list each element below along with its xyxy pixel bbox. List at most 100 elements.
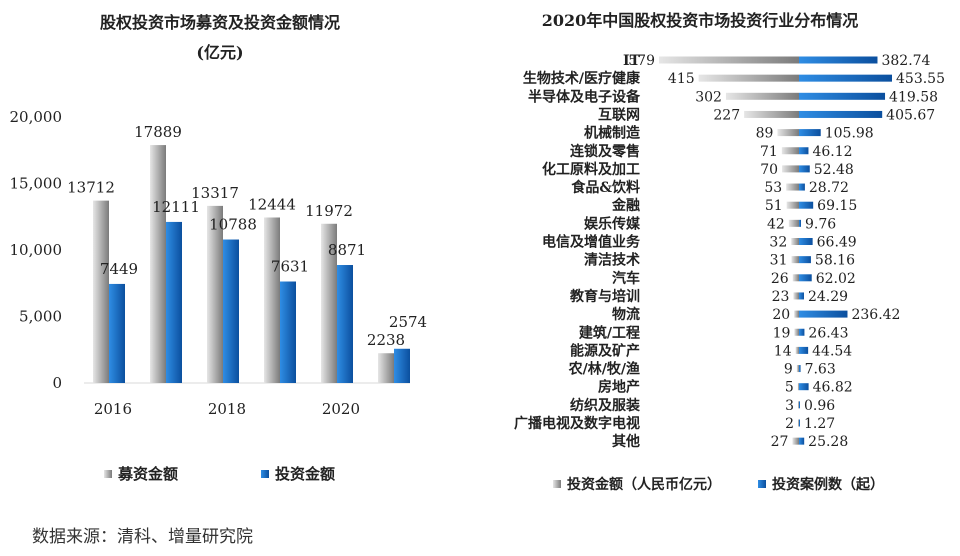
industry-distribution-chart: 2020年中国股权投资市场投资行业分布情况 IT 579 382.74 生物技术/医疗… [440,0,960,520]
data-label-cases: 58.16 [815,253,855,269]
left-chart-title: 股权投资市场募资及投资金额情况 (亿元) [0,8,440,68]
bar-amount [793,292,799,300]
bar-amount [796,365,799,373]
left-chart-svg: 0 5,000 10,000 15,000 20,000 13712 7449 17889 12… [10,108,428,483]
bar-cases [799,401,800,409]
data-label-investment: 7631 [271,258,309,276]
category-label: 房地产 [598,379,640,396]
data-label-investment: 12111 [152,198,200,216]
data-label-cases: 24.29 [808,289,848,305]
bar-cases [799,165,810,173]
bar-investment [223,239,239,383]
category-label: 半导体及电子设备 [528,88,641,105]
right-chart-title: 2020年中国股权投资市场投资行业分布情况 [541,11,859,30]
legend-swatch-cases [758,480,766,488]
data-label-investment: 8871 [328,241,366,259]
category-label: 能源及矿产 [570,342,640,359]
bar-fundraising [207,205,223,383]
bar-cases [799,256,811,264]
bar-amount [794,310,799,318]
bar-fundraising [321,223,337,383]
category-label: 其他 [612,433,640,450]
bar-cases [799,56,878,64]
bar-amount [744,110,799,118]
legend-swatch-investment [261,470,269,478]
y-tick-label: 20,000 [10,108,63,126]
x-tick-label: 2020 [322,400,360,418]
bar-cases [799,183,805,191]
left-title-line1: 股权投资市场募资及投资金额情况 [99,13,340,32]
category-label: 互联网 [598,107,640,123]
bar-cases [799,74,892,82]
category-label: 建筑/工程 [579,324,640,341]
bar-cases [799,383,809,391]
data-label-amount: 53 [764,180,782,196]
data-label-amount: 415 [668,71,695,87]
category-label: 金融 [611,197,640,214]
category-label: 纺织及服装 [570,397,641,414]
bar-amount [791,238,799,245]
data-label-cases: 7.63 [805,362,836,378]
data-label-amount: 19 [773,325,791,341]
data-label-amount: 42 [767,216,785,232]
bar-amount [781,147,799,155]
legend-label-fundraising: 募资金额 [117,465,178,483]
data-label-cases: 25.28 [808,434,848,450]
data-label-cases: 105.98 [825,126,874,142]
bar-cases [799,274,812,282]
bar-cases [799,238,813,245]
bar-amount [798,419,799,427]
data-label-amount: 579 [628,53,655,69]
category-label: 食品&饮料 [571,179,640,196]
data-label-amount: 14 [774,343,792,359]
data-label-investment: 2574 [389,313,427,331]
data-label-fundraising: 11972 [305,202,353,220]
bar-investment [394,348,410,383]
bar-cases [799,129,821,137]
bar-cases [799,328,805,336]
data-label-cases: 52.48 [814,162,854,178]
category-label: IT [623,53,641,69]
bar-amount [794,328,799,336]
data-label-cases: 419.58 [889,89,938,105]
data-label-investment: 7449 [100,260,138,278]
bar-amount [659,56,799,64]
left-title-line2: (亿元) [196,43,244,62]
data-label-investment: 10788 [209,216,257,234]
category-label: 机械制造 [584,125,640,142]
data-label-fundraising: 13712 [67,179,115,197]
data-label-cases: 26.43 [808,325,848,341]
bar-cases [799,437,805,445]
bar-fundraising [378,353,394,383]
data-label-cases: 236.42 [851,307,900,323]
bar-fundraising [150,145,166,383]
bar-cases [799,419,800,427]
data-label-cases: 62.02 [816,271,856,287]
y-tick-label: 0 [52,374,62,392]
data-label-amount: 9 [784,362,793,378]
data-label-amount: 5 [785,380,794,396]
category-label: 娱乐传媒 [584,215,641,232]
category-label: 电信及增值业务 [542,234,641,251]
legend-label-investment: 投资金额 [275,465,335,483]
data-label-amount: 227 [713,107,740,123]
bar-amount [725,92,799,100]
category-label: 农/林/牧/渔 [568,361,640,378]
bar-amount [792,437,799,445]
data-label-cases: 46.12 [812,144,852,160]
data-label-cases: 28.72 [809,180,849,196]
bar-amount [698,74,799,82]
data-label-cases: 9.76 [805,216,836,232]
category-label: 化工原料及加工 [542,161,640,178]
data-label-cases: 46.82 [813,380,853,396]
bar-investment [109,283,125,383]
bar-investment [337,265,353,383]
data-label-amount: 3 [785,398,794,414]
data-label-cases: 0.96 [804,398,835,414]
data-label-cases: 69.15 [817,198,857,214]
data-label-amount: 2 [785,416,794,432]
bar-amount [792,274,799,282]
bar-investment [280,281,296,383]
category-label: 教育与培训 [570,288,640,305]
data-label-cases: 382.74 [881,53,930,69]
